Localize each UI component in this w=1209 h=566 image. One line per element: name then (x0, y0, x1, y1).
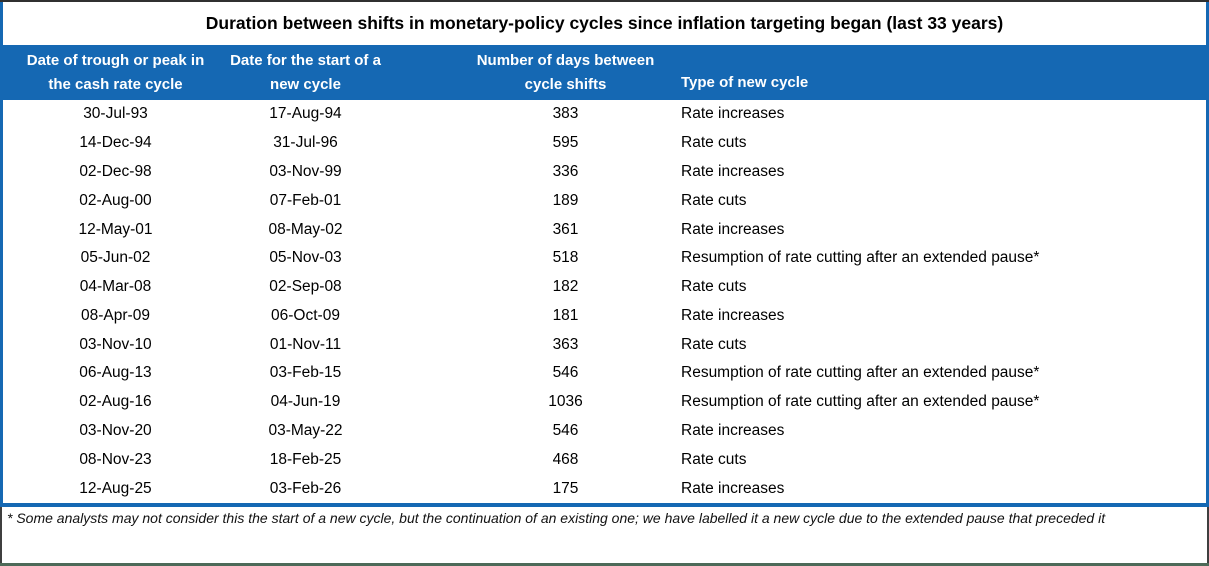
cycle-type-cell: Rate cuts (681, 450, 747, 468)
table-main-block: Duration between shifts in monetary-poli… (0, 2, 1209, 507)
cycle-type-cell: Rate increases (681, 220, 785, 238)
table-row: 14-Dec-94 31-Jul-96 595 Rate cuts (3, 129, 1206, 158)
days-between-cell: 595 (552, 134, 579, 152)
days-between-cell: 1036 (548, 393, 583, 411)
trough-peak-date-cell: 06-Aug-13 (79, 364, 152, 382)
days-between-cell: 546 (552, 364, 579, 382)
column-header-cycle-type: Type of new cycle (678, 45, 1206, 100)
table-row: 03-Nov-20 03-May-22 546 Rate increases (3, 417, 1206, 446)
days-between-cell: 383 (552, 105, 579, 123)
table-row: 30-Jul-93 17-Aug-94 383 Rate increases (3, 100, 1206, 129)
cycle-type-cell: Resumption of rate cutting after an exte… (681, 249, 1040, 267)
new-cycle-date-cell: 03-May-22 (268, 422, 343, 440)
new-cycle-date-cell: 17-Aug-94 (269, 105, 342, 123)
new-cycle-date-cell: 04-Jun-19 (270, 393, 341, 411)
trough-peak-date-cell: 08-Nov-23 (79, 450, 152, 468)
trough-peak-date-cell: 14-Dec-94 (79, 134, 152, 152)
column-header-line: Type of new cycle (681, 74, 809, 91)
trough-peak-date-cell: 02-Aug-16 (79, 393, 152, 411)
trough-peak-date-cell: 02-Aug-00 (79, 191, 152, 209)
column-header-trough-peak-date: Date of trough or peak in the cash rate … (3, 45, 228, 100)
days-between-cell: 181 (552, 306, 579, 324)
new-cycle-date-cell: 06-Oct-09 (271, 306, 340, 324)
trough-peak-date-cell: 03-Nov-20 (79, 422, 152, 440)
days-between-cell: 518 (552, 249, 579, 267)
cycle-type-cell: Resumption of rate cutting after an exte… (681, 393, 1040, 411)
cycle-type-cell: Rate increases (681, 306, 785, 324)
table-row: 02-Aug-16 04-Jun-19 1036 Resumption of rate… (3, 388, 1206, 417)
column-header-days-between: Number of days between cycle shifts (383, 45, 678, 100)
table-row: 05-Jun-02 05-Nov-03 518 Resumption of rate … (3, 244, 1206, 273)
new-cycle-date-cell: 01-Nov-11 (269, 335, 342, 353)
trough-peak-date-cell: 05-Jun-02 (80, 249, 151, 267)
column-header-new-cycle-date: Date for the start of a new cycle (228, 45, 383, 100)
table-body: 30-Jul-93 17-Aug-94 383 Rate increases 14-De… (3, 100, 1206, 503)
column-header-line: Date of trough or peak in (26, 51, 205, 69)
table-row: 12-Aug-25 03-Feb-26 175 Rate increases (3, 474, 1206, 503)
new-cycle-date-cell: 05-Nov-03 (269, 249, 342, 267)
new-cycle-date-cell: 03-Nov-99 (269, 162, 342, 180)
trough-peak-date-cell: 12-Aug-25 (79, 479, 152, 497)
table-row: 02-Dec-98 03-Nov-99 336 Rate increases (3, 158, 1206, 187)
column-header-line: cycle shifts (524, 75, 607, 93)
days-between-cell: 189 (552, 191, 579, 209)
days-between-cell: 336 (552, 162, 579, 180)
table-title: Duration between shifts in monetary-poli… (205, 13, 1004, 33)
table-row: 03-Nov-10 01-Nov-11 363 Rate cuts (3, 330, 1206, 359)
cycle-type-cell: Resumption of rate cutting after an exte… (681, 364, 1040, 382)
cycle-type-cell: Rate increases (681, 479, 785, 497)
cycle-type-cell: Rate increases (681, 105, 785, 123)
table-row: 06-Aug-13 03-Feb-15 546 Resumption of rate … (3, 359, 1206, 388)
days-between-cell: 175 (552, 479, 579, 497)
table-row: 12-May-01 08-May-02 361 Rate increases (3, 215, 1206, 244)
new-cycle-date-cell: 03-Feb-26 (269, 479, 342, 497)
days-between-cell: 182 (552, 278, 579, 296)
trough-peak-date-cell: 30-Jul-93 (83, 105, 148, 123)
new-cycle-date-cell: 31-Jul-96 (273, 134, 338, 152)
new-cycle-date-cell: 02-Sep-08 (269, 278, 342, 296)
table-row: 08-Nov-23 18-Feb-25 468 Rate cuts (3, 445, 1206, 474)
table-header-row: Date of trough or peak in the cash rate … (3, 45, 1206, 100)
trough-peak-date-cell: 03-Nov-10 (79, 335, 152, 353)
footnote-block: * Some analysts may not consider this th… (0, 507, 1209, 563)
table-row: 02-Aug-00 07-Feb-01 189 Rate cuts (3, 186, 1206, 215)
footnote-separator-line (3, 503, 1206, 507)
days-between-cell: 363 (552, 335, 579, 353)
days-between-cell: 361 (552, 220, 579, 238)
column-header-line: Date for the start of a (230, 51, 381, 69)
cycle-type-cell: Rate cuts (681, 191, 747, 209)
cycle-type-cell: Rate increases (681, 422, 785, 440)
cycle-type-cell: Rate cuts (681, 335, 747, 353)
column-header-line: new cycle (270, 75, 341, 93)
trough-peak-date-cell: 08-Apr-09 (81, 306, 150, 324)
column-header-line: Number of days between (476, 51, 655, 69)
table-row: 08-Apr-09 06-Oct-09 181 Rate increases (3, 302, 1206, 331)
cycle-type-cell: Rate increases (681, 162, 785, 180)
trough-peak-date-cell: 12-May-01 (78, 220, 153, 238)
cycle-type-cell: Rate cuts (681, 278, 747, 296)
new-cycle-date-cell: 18-Feb-25 (269, 450, 342, 468)
table-row: 04-Mar-08 02-Sep-08 182 Rate cuts (3, 273, 1206, 302)
new-cycle-date-cell: 03-Feb-15 (269, 364, 342, 382)
new-cycle-date-cell: 07-Feb-01 (269, 191, 342, 209)
days-between-cell: 546 (552, 422, 579, 440)
footnote-text: * Some analysts may not consider this th… (7, 510, 1106, 526)
trough-peak-date-cell: 02-Dec-98 (79, 162, 152, 180)
cycle-type-cell: Rate cuts (681, 134, 747, 152)
column-header-line: the cash rate cycle (48, 75, 183, 93)
trough-peak-date-cell: 04-Mar-08 (79, 278, 152, 296)
new-cycle-date-cell: 08-May-02 (268, 220, 343, 238)
days-between-cell: 468 (552, 450, 579, 468)
